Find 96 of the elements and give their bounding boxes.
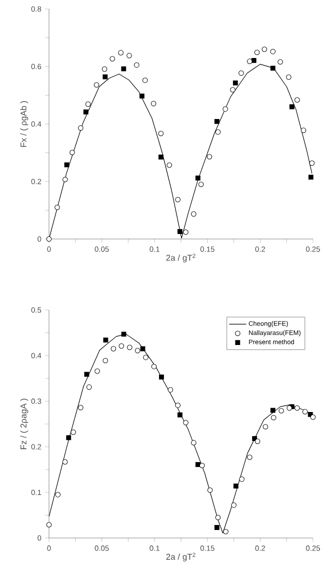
point: [270, 48, 276, 54]
point: [110, 56, 116, 62]
point: [215, 514, 221, 520]
point: [121, 66, 126, 72]
y-axis-title: Fx / ( ρgAb ): [20, 101, 28, 147]
x-axis-title: 2a / gT$^{2}$: [166, 552, 196, 562]
point: [231, 502, 236, 508]
point: [166, 162, 172, 168]
point: [262, 424, 268, 430]
point: [278, 408, 284, 414]
point: [139, 94, 144, 99]
point: [86, 384, 92, 390]
point: [158, 130, 164, 136]
point: [103, 338, 108, 343]
point: [286, 405, 292, 411]
point: [127, 344, 132, 350]
point: [239, 476, 244, 482]
point: [278, 59, 283, 65]
point: [150, 100, 156, 106]
point: [159, 374, 164, 380]
point: [62, 459, 68, 464]
point: [83, 109, 88, 114]
point: [309, 160, 315, 166]
point: [195, 176, 200, 180]
point: [118, 50, 124, 56]
point: [246, 454, 252, 460]
point: [191, 211, 196, 217]
point: [262, 46, 268, 52]
point: [102, 358, 108, 364]
point: [46, 522, 52, 528]
point: [143, 354, 148, 360]
point: [158, 154, 164, 160]
point: [46, 236, 52, 242]
point: [223, 528, 228, 534]
point: [140, 346, 146, 352]
point: [110, 346, 116, 352]
point: [134, 62, 140, 68]
point: [94, 82, 100, 88]
point: [183, 420, 188, 426]
point: [302, 409, 308, 414]
point: [177, 229, 182, 234]
point: [85, 102, 91, 107]
point: [177, 412, 182, 418]
point: [195, 462, 200, 468]
point: [222, 106, 228, 112]
point: [270, 414, 276, 420]
point: [251, 58, 256, 63]
y-axis-title: Fz / ( 2ρagA ): [20, 398, 28, 450]
point: [70, 150, 75, 156]
point: [206, 154, 212, 160]
point: [54, 204, 60, 210]
point: [198, 182, 204, 188]
point: [70, 430, 76, 435]
point: [121, 332, 126, 337]
point: [254, 438, 260, 444]
point: [151, 364, 157, 370]
point: [175, 196, 180, 202]
x-axis-title: 2a / gT$^{2}$: [166, 254, 196, 262]
point: [55, 492, 61, 498]
point: [62, 176, 68, 182]
point: [294, 405, 300, 411]
point: [232, 80, 238, 86]
point: [310, 414, 316, 420]
point: [286, 74, 292, 80]
point: [207, 487, 213, 493]
point: [64, 162, 70, 168]
point: [215, 129, 221, 135]
point: [168, 387, 174, 392]
point: [199, 462, 205, 468]
point: [134, 348, 140, 354]
point: [102, 74, 108, 80]
point: [308, 174, 314, 180]
point: [66, 435, 72, 440]
point: [118, 343, 124, 349]
point: [254, 50, 260, 56]
point: [238, 70, 244, 76]
point: [270, 408, 276, 413]
point: [191, 440, 196, 446]
point: [78, 125, 84, 131]
point: [233, 484, 238, 488]
point: [214, 118, 220, 124]
point: [300, 128, 306, 133]
point: [175, 402, 180, 408]
point: [294, 97, 300, 102]
point: [289, 104, 294, 110]
point: [126, 52, 132, 58]
point: [94, 368, 100, 374]
point: [270, 66, 276, 71]
point: [230, 87, 236, 92]
point: [84, 372, 90, 377]
point: [142, 78, 148, 83]
point: [78, 404, 84, 410]
point: [246, 58, 252, 64]
point: [183, 229, 188, 235]
point: [214, 525, 220, 530]
point: [102, 66, 108, 72]
